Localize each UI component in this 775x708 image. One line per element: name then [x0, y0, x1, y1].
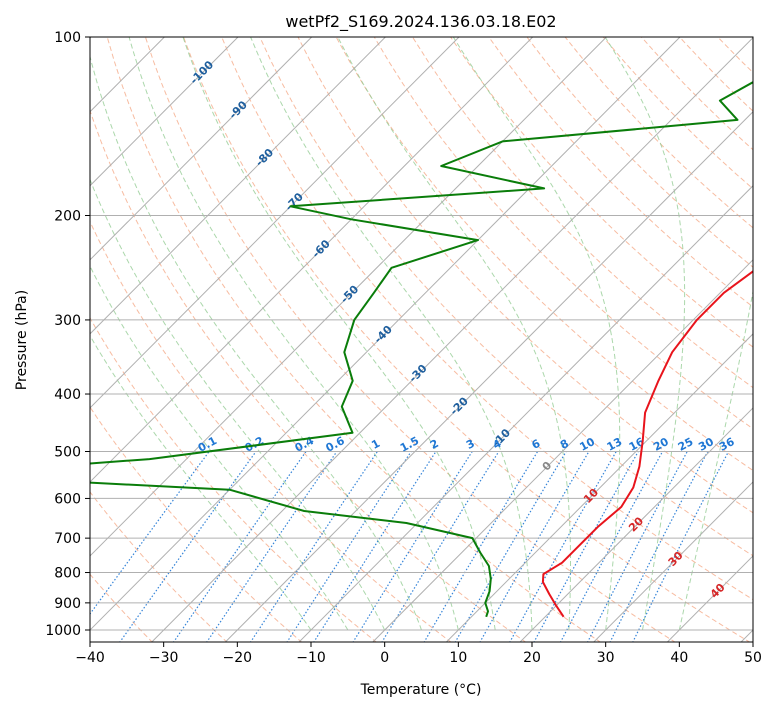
x-tick-label: −20	[223, 650, 253, 666]
mixing-ratio-line	[119, 451, 257, 642]
dry-adiabat-line	[90, 406, 303, 642]
x-tick-label: −40	[75, 650, 105, 666]
x-tick-label: 30	[597, 650, 615, 666]
y-tick-label: 600	[54, 491, 81, 507]
dry-adiabat-line	[335, 37, 753, 472]
x-axis-ticks: −40 −30 −20 −10 0 10 20 30 40 50	[75, 642, 762, 666]
temperature-profile-line	[541, 270, 753, 618]
mixing-ratio-lines	[90, 451, 730, 642]
dry-adiabat-line	[221, 37, 753, 601]
moist-adiabat-line	[604, 37, 686, 631]
mixing-ratio-line	[609, 451, 709, 642]
mixing-ratio-line	[423, 451, 539, 642]
y-tick-label: 800	[54, 566, 81, 582]
dry-adiabat-line	[90, 316, 377, 642]
mixing-ratio-label: 30	[696, 435, 716, 454]
isotherms	[90, 37, 753, 642]
pressure-gridlines	[90, 37, 753, 631]
isotherm-line	[90, 37, 607, 557]
mixing-ratio-line	[632, 451, 730, 642]
isotherm-line	[372, 259, 753, 642]
dry-adiabat-line	[412, 37, 753, 389]
dry-adiabat-line	[144, 37, 676, 642]
dewpoint-profile-line	[90, 81, 753, 618]
moist-adiabat-line	[90, 334, 312, 631]
isotherm-line	[90, 37, 460, 409]
y-tick-label: 900	[54, 596, 81, 612]
dry-adiabat-line	[90, 220, 452, 642]
y-axis-ticks: 100 200 300 400 500 600 700 800 900 1000	[45, 30, 90, 639]
mixing-ratio-line	[172, 451, 307, 642]
mixing-ratio-line	[533, 451, 639, 642]
dry-adiabat-line	[90, 109, 527, 642]
x-tick-label: 0	[380, 650, 389, 666]
x-tick-label: −30	[149, 650, 179, 666]
dry-adiabats	[90, 37, 753, 642]
plot-area: -100-90-80-70-60-50-40-30-20-10010203040…	[90, 37, 753, 642]
moist-adiabat-line	[90, 54, 422, 631]
moist-adiabat-line	[90, 178, 386, 631]
dry-adiabat-line	[259, 37, 753, 557]
mixing-ratio-line	[381, 451, 500, 642]
moist-adiabat-line	[90, 265, 349, 631]
x-tick-label: 10	[449, 650, 467, 666]
dry-adiabat-line	[106, 37, 602, 642]
x-tick-label: 20	[523, 650, 541, 666]
isotherm-line	[445, 333, 753, 642]
isotherm-line	[90, 37, 681, 631]
isotherm-line	[90, 37, 386, 335]
moist-adiabat-line	[678, 288, 753, 631]
isotherm-line	[298, 185, 753, 642]
y-tick-label: 200	[54, 209, 81, 225]
profile-series	[90, 81, 753, 618]
y-tick-label: 400	[54, 387, 81, 403]
mixing-ratio-line	[249, 451, 378, 642]
moist-adiabat-line	[128, 37, 459, 631]
moist-adiabat-line	[452, 37, 621, 631]
moist-adiabats	[90, 37, 753, 631]
isotherm-line	[90, 37, 239, 187]
x-axis-label: Temperature (°C)	[360, 682, 482, 698]
moist-adiabat-line	[250, 37, 533, 630]
y-tick-label: 1000	[45, 623, 81, 639]
mixing-ratio-line	[313, 451, 437, 642]
mixing-ratio-line	[286, 451, 412, 642]
x-tick-label: 50	[744, 650, 762, 666]
isotherm-line	[90, 37, 313, 261]
isotherm-line	[519, 407, 753, 642]
y-axis-label: Pressure (hPa)	[14, 290, 30, 390]
y-tick-label: 500	[54, 444, 81, 460]
chart-title: wetPf2_S169.2024.136.03.18.E02	[285, 12, 556, 32]
y-tick-label: 300	[54, 313, 81, 329]
y-tick-label: 700	[54, 531, 81, 547]
mixing-ratio-line	[352, 451, 473, 642]
moist-adiabat-line	[337, 37, 571, 631]
isotherm-line	[90, 37, 534, 483]
x-tick-label: 40	[670, 650, 688, 666]
mixing-ratio-line	[206, 451, 338, 642]
moist-adiabat-line	[182, 37, 496, 631]
mixing-ratio-line	[90, 451, 210, 616]
mixing-ratio-label: 36	[717, 435, 737, 454]
mixing-ratio-label: 25	[676, 435, 696, 454]
plot-frame	[89, 36, 754, 643]
dry-adiabat-line	[90, 491, 228, 642]
y-tick-label: 100	[54, 30, 81, 46]
x-tick-label: −10	[296, 650, 326, 666]
mixing-ratio-label: 20	[651, 435, 671, 454]
mixing-ratio-line	[509, 451, 617, 642]
isotherm-line	[593, 481, 753, 642]
dry-adiabat-line	[90, 573, 153, 642]
dry-adiabat-line	[450, 37, 753, 348]
isotherm-line	[151, 37, 753, 642]
mixing-ratio-label: 13	[605, 435, 625, 454]
mixing-ratio-line	[559, 451, 664, 642]
isotherm-line	[224, 111, 753, 642]
mixing-ratio-line	[587, 451, 688, 642]
mixing-ratio-label: 10	[577, 435, 597, 454]
